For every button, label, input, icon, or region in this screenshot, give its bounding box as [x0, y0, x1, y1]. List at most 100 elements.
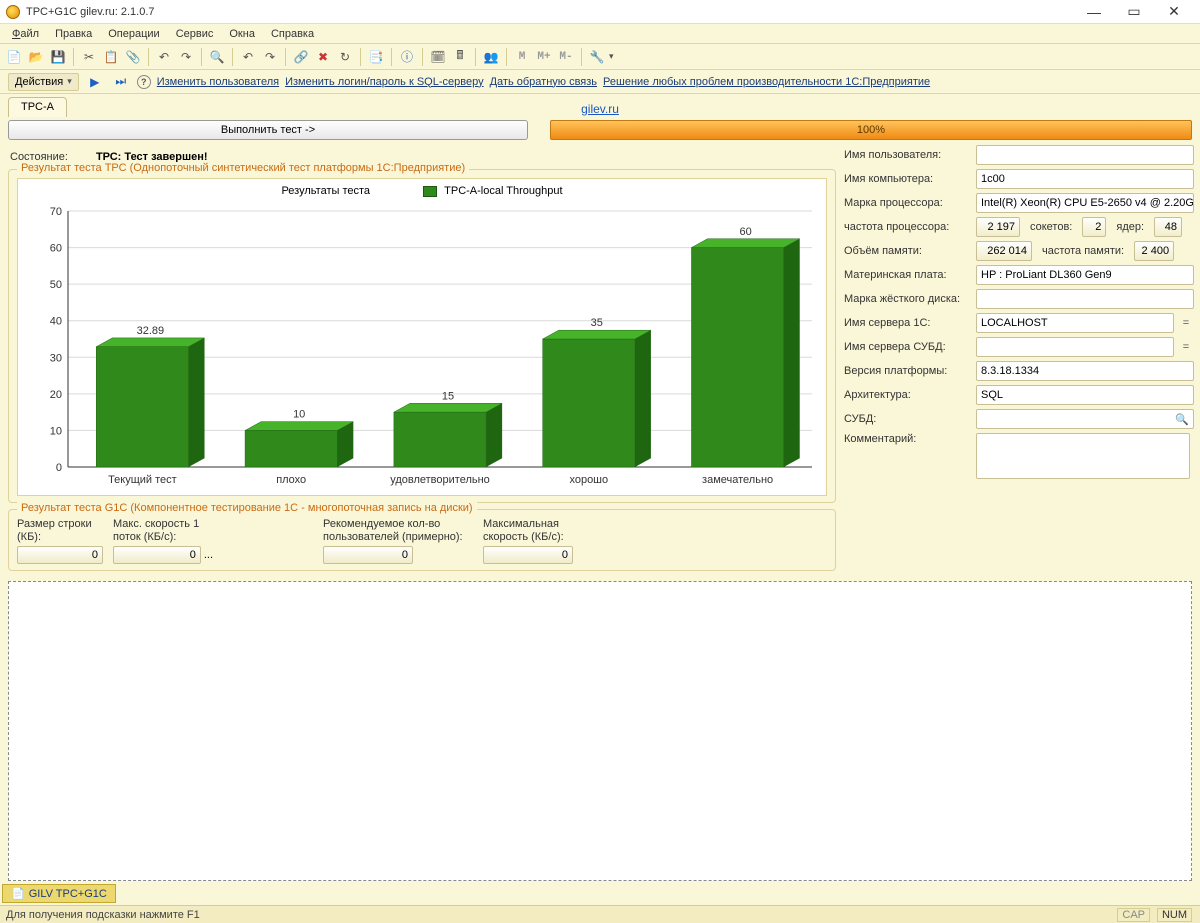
separator — [201, 48, 202, 66]
toolbar-more-chevron[interactable]: ▾ — [609, 51, 614, 62]
tabstrip: TPC-A gilev.ru — [0, 94, 1200, 116]
num-indicator: NUM — [1157, 908, 1192, 922]
svg-text:плохо: плохо — [276, 474, 306, 486]
actions-toolbar: Действия▾ ▶ ⏭ ? Изменить пользователя Из… — [0, 70, 1200, 94]
help-icon[interactable]: ? — [137, 75, 151, 89]
cut-icon[interactable]: ✂ — [79, 47, 99, 67]
redo-icon[interactable]: ↷ — [176, 47, 196, 67]
tab-tpc-a[interactable]: TPC-A — [8, 97, 67, 117]
srvdb-field[interactable] — [976, 337, 1174, 357]
platform-field[interactable]: 8.3.18.1334 — [976, 361, 1194, 381]
new-doc-icon[interactable]: 📄 — [4, 47, 24, 67]
redo2-icon[interactable]: ↷ — [260, 47, 280, 67]
svg-text:70: 70 — [50, 206, 62, 218]
info-icon[interactable]: ⓘ — [397, 47, 417, 67]
menu-edit[interactable]: Правка — [47, 26, 100, 42]
freq-field: 2 197 — [976, 217, 1020, 237]
separator — [73, 48, 74, 66]
hdd-field[interactable] — [976, 289, 1194, 309]
arch-label: Архитектура: — [844, 389, 972, 401]
g1c-rowsize-label: Размер строки (КБ): — [17, 518, 103, 544]
tpc-result-group: Результат теста ТРС (Однопоточный синтет… — [8, 169, 836, 503]
change-sql-login-link[interactable]: Изменить логин/пароль к SQL-серверу — [285, 76, 484, 88]
statusbar: Для получения подсказки нажмите F1 CAP N… — [0, 905, 1200, 923]
forward-icon[interactable]: ⏭ — [111, 72, 131, 92]
separator — [360, 48, 361, 66]
g1c-maxspeed1-label: Макс. скорость 1 поток (КБ/с): — [113, 518, 213, 544]
site-link[interactable]: gilev.ru — [581, 102, 619, 116]
change-user-link[interactable]: Изменить пользователя — [157, 76, 279, 88]
minimize-button[interactable]: — — [1074, 2, 1114, 22]
platform-label: Версия платформы: — [844, 365, 972, 377]
run-test-button[interactable]: Выполнить тест -> — [8, 120, 528, 140]
g1c-result-group: Результат теста G1C (Компонентное тестир… — [8, 509, 836, 571]
run-icon[interactable]: ▶ — [85, 72, 105, 92]
paste-icon[interactable]: 📎 — [123, 47, 143, 67]
comment-label: Комментарий: — [844, 433, 972, 445]
solve-problems-link[interactable]: Решение любых проблем производительности… — [603, 76, 930, 88]
main-toolbar: 📄 📂 💾 ✂ 📋 📎 ↶ ↷ 🔍 ↶ ↷ 🔗 ✖ ↻ 📑 ⓘ 🗓 🖩 👥 M … — [0, 44, 1200, 70]
wrench-icon[interactable]: 🔧 — [587, 47, 607, 67]
menu-file[interactable]: Файл — [4, 26, 47, 42]
menu-help[interactable]: Справка — [263, 26, 322, 42]
calc-icon[interactable]: 🖩 — [450, 47, 470, 67]
arch-field[interactable]: SQL — [976, 385, 1194, 405]
copy2-icon[interactable]: 📑 — [366, 47, 386, 67]
close-button[interactable]: ✕ — [1154, 2, 1194, 22]
comment-field[interactable] — [976, 433, 1190, 479]
cpu-field[interactable]: Intel(R) Xeon(R) CPU E5-2650 v4 @ 2.20GH… — [976, 193, 1194, 213]
calendar-icon[interactable]: 🗓 — [428, 47, 448, 67]
svg-text:50: 50 — [50, 279, 62, 291]
chart-legend: TPC-A-local Throughput — [444, 185, 562, 197]
computer-field[interactable]: 1c00 — [976, 169, 1194, 189]
svg-text:20: 20 — [50, 389, 62, 401]
separator — [148, 48, 149, 66]
titlebar: TPC+G1C gilev.ru: 2.1.0.7 — ▭ ✕ — [0, 0, 1200, 24]
mem-mminus-button[interactable]: M- — [556, 47, 576, 67]
undo2-icon[interactable]: ↶ — [238, 47, 258, 67]
refresh-icon[interactable]: ↻ — [335, 47, 355, 67]
cancel-icon[interactable]: ✖ — [313, 47, 333, 67]
freq-label: частота процессора: — [844, 221, 972, 233]
window-title: TPC+G1C gilev.ru: 2.1.0.7 — [26, 6, 1074, 18]
users-icon[interactable]: 👥 — [481, 47, 501, 67]
copy-icon[interactable]: 📋 — [101, 47, 121, 67]
separator — [232, 48, 233, 66]
app-icon — [6, 5, 20, 19]
undo-icon[interactable]: ↶ — [154, 47, 174, 67]
save-icon[interactable]: 💾 — [48, 47, 68, 67]
mem-m-button[interactable]: M — [512, 47, 532, 67]
svg-text:60: 60 — [739, 226, 751, 238]
menu-service[interactable]: Сервис — [168, 26, 222, 42]
separator — [285, 48, 286, 66]
memfreq-field: 2 400 — [1134, 241, 1174, 261]
separator — [506, 48, 507, 66]
feedback-link[interactable]: Дать обратную связь — [490, 76, 597, 88]
window-taskbar-tab[interactable]: 📄 GILV TPC+G1C — [2, 884, 116, 903]
actions-dropdown[interactable]: Действия▾ — [8, 73, 79, 91]
svg-text:замечательно: замечательно — [702, 474, 773, 486]
username-field[interactable] — [976, 145, 1194, 165]
mem-mplus-button[interactable]: M+ — [534, 47, 554, 67]
find-icon[interactable]: 🔍 — [207, 47, 227, 67]
svg-text:удовлетворительно: удовлетворительно — [390, 474, 490, 486]
maximize-button[interactable]: ▭ — [1114, 2, 1154, 22]
svg-text:хорошо: хорошо — [569, 474, 608, 486]
subd-field[interactable]: 🔍 — [976, 409, 1194, 429]
system-info-panel: Имя пользователя: Имя компьютера:1c00 Ма… — [844, 145, 1194, 483]
open-icon[interactable]: 📂 — [26, 47, 46, 67]
mem-label: Объём памяти: — [844, 245, 972, 257]
menu-operations[interactable]: Операции — [100, 26, 167, 42]
computer-label: Имя компьютера: — [844, 173, 972, 185]
mobo-label: Материнская плата: — [844, 269, 972, 281]
magnifier-icon[interactable]: 🔍 — [1175, 413, 1189, 426]
subd-label: СУБД: — [844, 413, 972, 425]
mobo-field[interactable]: HP : ProLiant DL360 Gen9 — [976, 265, 1194, 285]
srv1c-field[interactable]: LOCALHOST — [976, 313, 1174, 333]
g1c-ellipsis-button[interactable]: ... — [204, 549, 213, 561]
menu-windows[interactable]: Окна — [221, 26, 263, 42]
link-icon[interactable]: 🔗 — [291, 47, 311, 67]
tpc-result-title: Результат теста ТРС (Однопоточный синтет… — [17, 162, 469, 174]
separator — [475, 48, 476, 66]
log-textarea[interactable] — [8, 581, 1192, 881]
